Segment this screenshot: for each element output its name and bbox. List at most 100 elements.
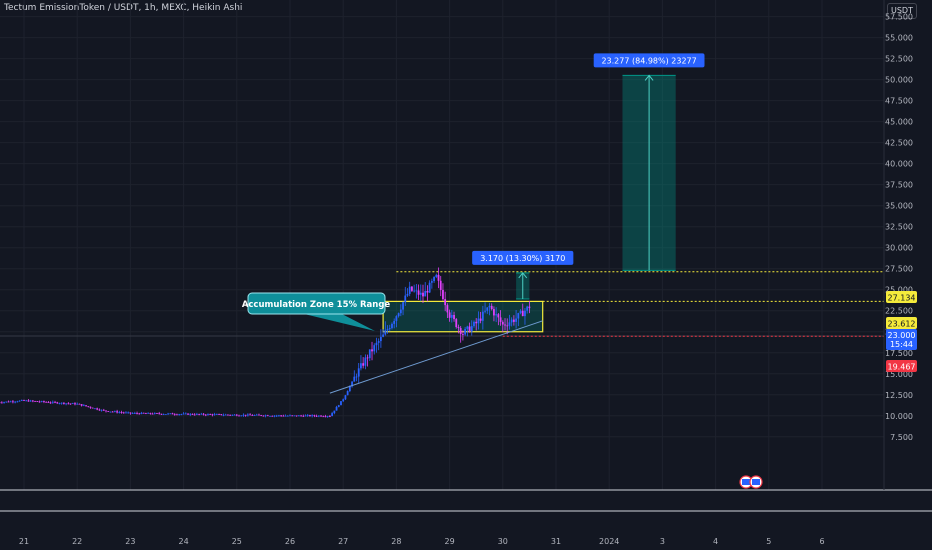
trendline-layer[interactable] (329, 320, 543, 394)
candle-body (357, 368, 360, 377)
candle-body (419, 292, 422, 295)
candle-body (3, 402, 5, 403)
candle-body (91, 407, 94, 409)
candle-body (23, 400, 25, 401)
candle-body (63, 402, 65, 404)
candle-body (27, 400, 30, 402)
candle-body (176, 414, 178, 416)
candle-body (493, 309, 495, 316)
y-tick-label: 47.500 (885, 97, 913, 106)
measure-arrowhead (518, 272, 528, 279)
candle-body (351, 381, 353, 387)
candle-body (399, 309, 402, 314)
candle-body (94, 408, 96, 410)
candle-body (284, 415, 287, 417)
candle-body (360, 363, 362, 369)
candle-body (457, 327, 460, 329)
candle-body (302, 415, 305, 417)
measure-tools[interactable]: 3.170 (13.30%) 3170 23.277 (84.98%) 23277 (472, 53, 705, 300)
candle-body (475, 321, 478, 324)
candle-body (220, 414, 223, 416)
candle-body (169, 413, 172, 415)
candle-body (375, 342, 378, 346)
us-flag-icon-field (752, 479, 760, 485)
candle-body (521, 310, 524, 317)
candle-body (430, 281, 433, 283)
candle-body (218, 414, 220, 415)
candle-body (377, 341, 380, 343)
candle-body (479, 318, 482, 321)
candle-body (459, 328, 462, 335)
grid (0, 0, 884, 490)
measure-label-box[interactable] (472, 250, 574, 265)
candle-body (368, 349, 371, 359)
x-tick-label: 23 (125, 537, 135, 546)
candle-body (286, 415, 289, 417)
candle-body (258, 414, 260, 416)
bar-countdown: 15:44 (890, 340, 913, 349)
candle-body (213, 414, 216, 416)
candle-body (96, 408, 99, 410)
candle-body (231, 414, 234, 416)
y-tick-label: 45.000 (885, 118, 913, 127)
candle-body (331, 413, 334, 417)
candles (0, 267, 531, 418)
candle-body (122, 412, 125, 414)
candle-body (87, 406, 90, 408)
candle-body (118, 412, 121, 414)
candle-body (515, 318, 517, 322)
candle-body (76, 403, 79, 405)
candle-body (253, 415, 256, 416)
candle-body (193, 414, 196, 416)
currency-button[interactable]: USDT (887, 3, 917, 19)
y-tick-label: 7.500 (890, 433, 913, 442)
candle-body (54, 401, 56, 403)
horizontal-levels[interactable] (396, 271, 884, 337)
candle-body (501, 321, 504, 325)
candle-body (524, 310, 526, 317)
candle-body (468, 326, 471, 332)
candle-body (510, 319, 513, 323)
candle-body (133, 413, 136, 414)
time-axis[interactable]: 21 22 23 24 25 26 27 28 29 30 31 2024 3 4 5 6 (19, 537, 825, 546)
y-tick-label: 50.000 (885, 76, 913, 85)
candle-body (495, 314, 498, 316)
candle-body (12, 401, 14, 403)
candle-body (7, 401, 10, 403)
y-tick-label: 30.000 (885, 244, 913, 253)
callout-box[interactable] (247, 292, 386, 315)
candle-body (151, 413, 154, 415)
candle-body (140, 412, 143, 414)
candle-body (171, 413, 174, 415)
candle-body (329, 416, 331, 417)
candle-body (47, 402, 50, 403)
accumulation-callout[interactable]: Accumulation Zone 15% Range (242, 292, 391, 331)
measure-label-box[interactable] (593, 53, 705, 68)
candle-body (129, 412, 132, 414)
candle-body (355, 376, 358, 378)
current-price-value: 23.000 (888, 331, 916, 340)
candle-body (320, 415, 322, 417)
candle-body (490, 305, 493, 310)
candle-body (233, 414, 236, 416)
zone-top-value: 23.612 (888, 320, 916, 329)
candle-body (424, 290, 427, 297)
candle-body (371, 349, 373, 352)
x-tick-label: 3 (660, 537, 665, 546)
candle-body (282, 415, 285, 417)
y-tick-label: 15.000 (885, 370, 913, 379)
x-tick-label: 30 (498, 537, 508, 546)
price-axis[interactable]: 7.50010.00012.50015.00017.50020.00022.50… (885, 13, 913, 442)
candle-body (417, 290, 420, 295)
candle-body (145, 413, 147, 415)
candle-body (107, 411, 110, 412)
candle-body (184, 413, 187, 415)
candle-body (56, 402, 59, 404)
trendline[interactable] (329, 320, 543, 394)
candle-body (209, 414, 212, 415)
event-icons[interactable] (739, 475, 763, 489)
candle-body (5, 401, 8, 403)
candle-body (235, 414, 238, 416)
x-tick-label: 26 (285, 537, 295, 546)
